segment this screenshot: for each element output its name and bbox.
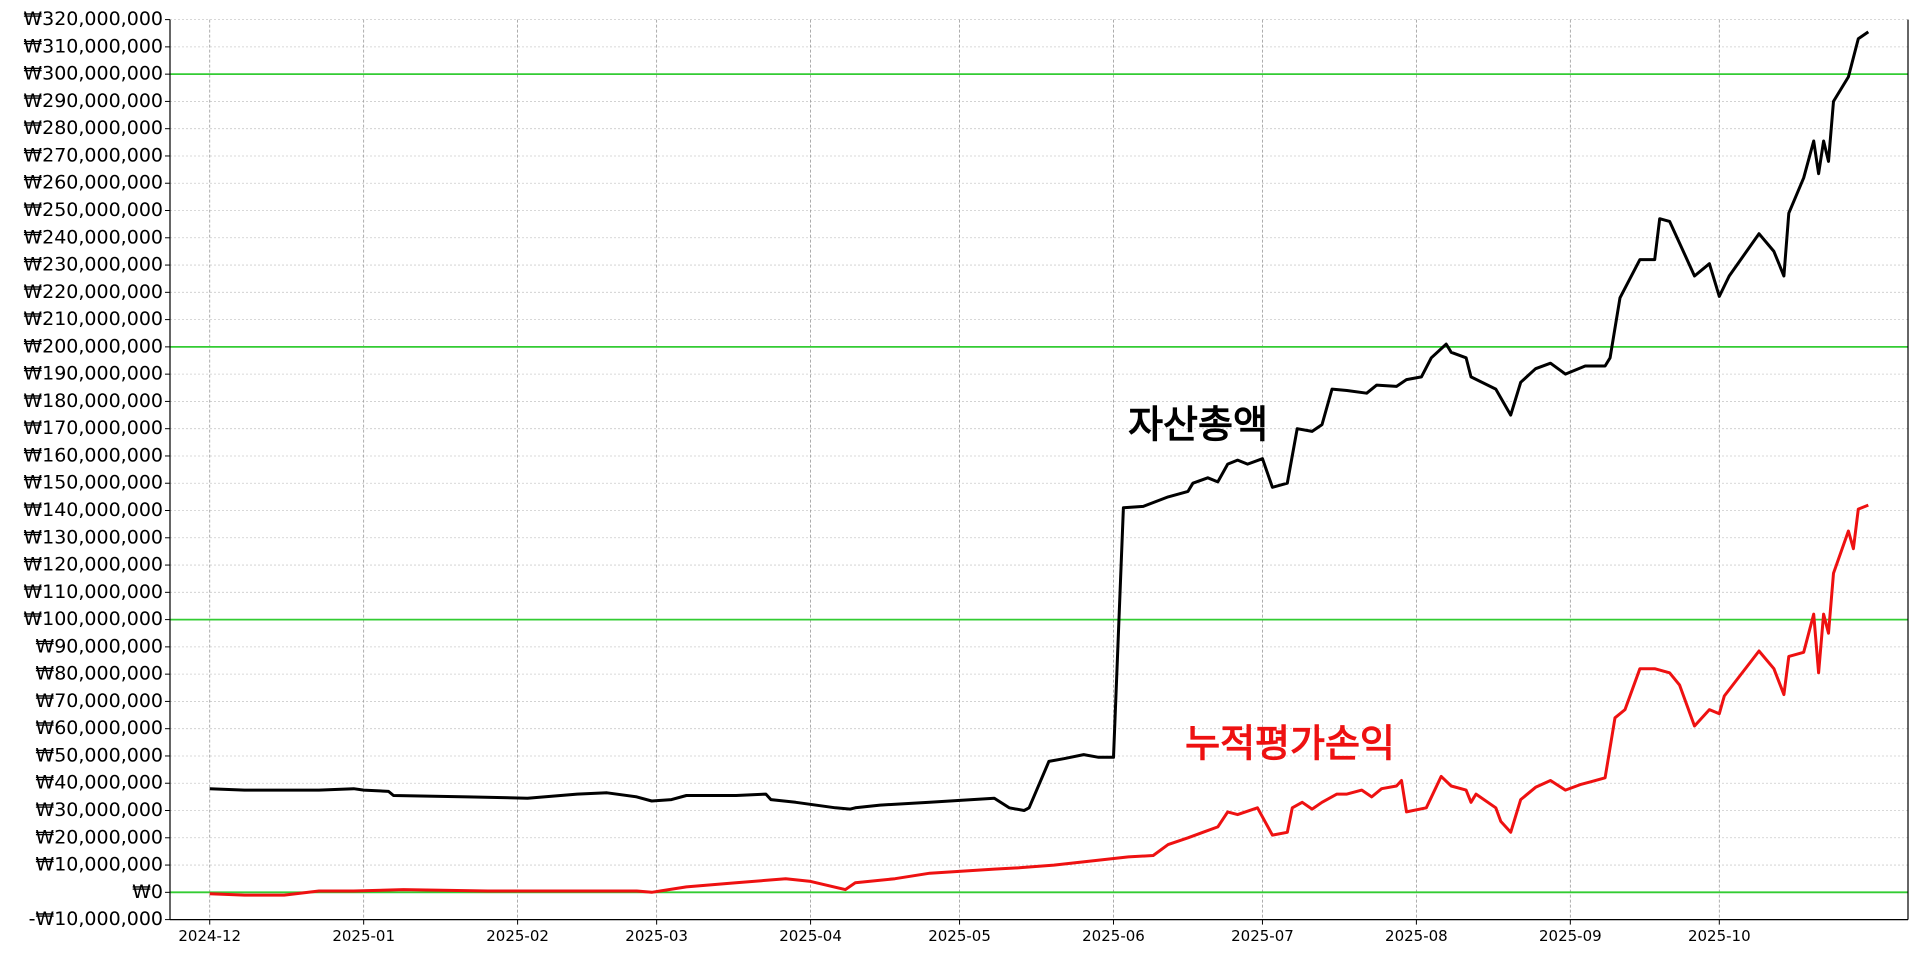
- y-tick-label: ₩290,000,000: [23, 90, 163, 112]
- y-tick-label: ₩200,000,000: [23, 335, 163, 357]
- x-tick-label: 2024-12: [178, 927, 241, 945]
- series-line: [209, 503, 1869, 897]
- y-tick-label: ₩310,000,000: [23, 35, 163, 57]
- y-tick-label: ₩160,000,000: [23, 444, 163, 466]
- y-tick-label: ₩220,000,000: [23, 281, 163, 303]
- y-tick-label: -₩10,000,000: [29, 908, 163, 930]
- series-label: 누적평가손익: [1185, 722, 1395, 766]
- y-tick-label: ₩180,000,000: [23, 390, 163, 412]
- y-tick-label: ₩240,000,000: [23, 226, 163, 248]
- x-tick-label: 2025-08: [1385, 927, 1448, 945]
- y-tick-label: ₩130,000,000: [23, 526, 163, 548]
- y-tick-label: ₩10,000,000: [35, 854, 163, 876]
- y-tick-label: ₩100,000,000: [23, 608, 163, 630]
- y-tick-label: ₩190,000,000: [23, 363, 163, 385]
- y-tick-label: ₩260,000,000: [23, 172, 163, 194]
- y-tick-label: ₩230,000,000: [23, 254, 163, 276]
- y-tick-label: ₩140,000,000: [23, 499, 163, 521]
- y-tick-label: ₩40,000,000: [35, 772, 163, 794]
- series-label: 자산총액: [1128, 403, 1268, 447]
- y-tick-label: ₩210,000,000: [23, 308, 163, 330]
- x-tick-label: 2025-09: [1539, 927, 1602, 945]
- x-tick-label: 2025-10: [1688, 927, 1751, 945]
- x-tick-label: 2025-01: [332, 927, 395, 945]
- x-tick-label: 2025-05: [928, 927, 991, 945]
- x-tick-label: 2025-02: [486, 927, 549, 945]
- y-tick-label: ₩120,000,000: [23, 554, 163, 576]
- y-tick-label: ₩30,000,000: [35, 799, 163, 821]
- y-tick-label: ₩320,000,000: [23, 8, 163, 30]
- series-line: [209, 30, 1870, 812]
- y-tick-label: ₩0: [132, 881, 163, 903]
- x-tick-label: 2025-06: [1082, 927, 1145, 945]
- y-tick-label: ₩20,000,000: [35, 826, 163, 848]
- y-tick-label: ₩50,000,000: [35, 744, 163, 766]
- y-tick-label: ₩90,000,000: [35, 635, 163, 657]
- y-tick-label: ₩300,000,000: [23, 63, 163, 85]
- y-tick-label: ₩250,000,000: [23, 199, 163, 221]
- y-tick-label: ₩170,000,000: [23, 417, 163, 439]
- y-tick-label: ₩270,000,000: [23, 144, 163, 166]
- y-tick-label: ₩280,000,000: [23, 117, 163, 139]
- y-tick-label: ₩110,000,000: [23, 581, 163, 603]
- y-tick-label: ₩150,000,000: [23, 472, 163, 494]
- x-tick-label: 2025-07: [1231, 927, 1294, 945]
- x-tick-label: 2025-04: [779, 927, 842, 945]
- y-tick-label: ₩80,000,000: [35, 663, 163, 685]
- x-tick-label: 2025-03: [625, 927, 688, 945]
- y-tick-label: ₩70,000,000: [35, 690, 163, 712]
- y-tick-label: ₩60,000,000: [35, 717, 163, 739]
